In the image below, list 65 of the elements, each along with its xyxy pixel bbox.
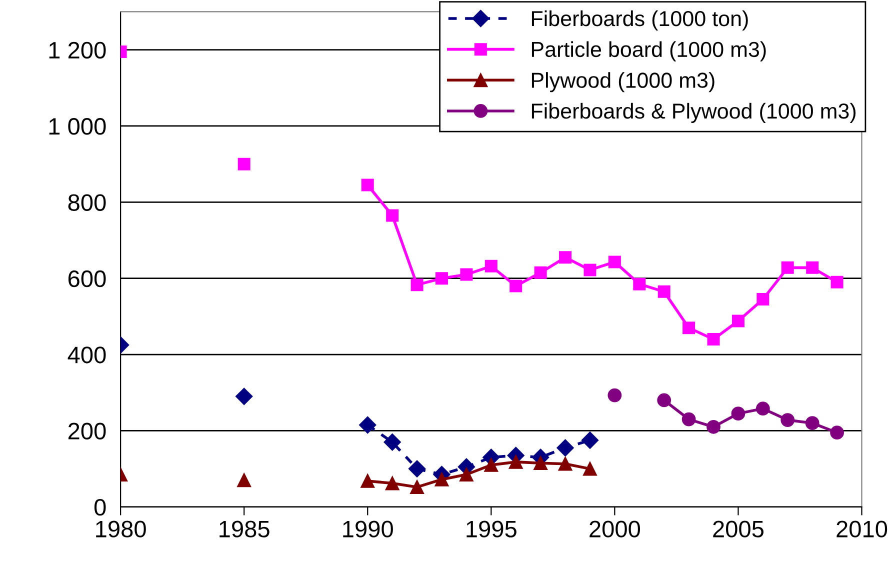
point bbox=[558, 456, 572, 471]
point bbox=[805, 416, 820, 430]
point bbox=[410, 480, 424, 494]
point bbox=[384, 434, 401, 451]
x-tick-label: 2005 bbox=[713, 520, 764, 538]
y-tick-label: 1 000 bbox=[49, 118, 106, 135]
point bbox=[410, 278, 424, 292]
point bbox=[806, 261, 819, 274]
legend-label: Fiberboards (1000 ton) bbox=[532, 10, 748, 30]
point bbox=[484, 260, 498, 272]
point bbox=[460, 468, 474, 482]
y-tick-label: 600 bbox=[68, 270, 106, 288]
point bbox=[756, 402, 770, 416]
point bbox=[238, 158, 250, 170]
point bbox=[484, 458, 498, 472]
point bbox=[731, 406, 746, 421]
point bbox=[361, 178, 374, 192]
point bbox=[359, 416, 376, 434]
point bbox=[237, 473, 252, 488]
point bbox=[556, 439, 574, 456]
point bbox=[732, 314, 744, 328]
y-tick-label: 400 bbox=[68, 346, 106, 364]
point bbox=[559, 251, 572, 264]
point bbox=[706, 420, 720, 434]
point bbox=[781, 261, 794, 274]
point bbox=[583, 462, 597, 476]
point bbox=[534, 266, 547, 279]
y-tick-label: 800 bbox=[68, 194, 106, 211]
point bbox=[360, 474, 375, 488]
x-tick-label: 1995 bbox=[466, 520, 516, 538]
point bbox=[657, 393, 672, 408]
point bbox=[707, 333, 720, 346]
point bbox=[830, 426, 844, 440]
point bbox=[658, 285, 670, 298]
point bbox=[608, 388, 622, 402]
x-tick-label: 1985 bbox=[220, 520, 270, 538]
point bbox=[584, 264, 596, 276]
point bbox=[386, 209, 399, 222]
point bbox=[830, 276, 844, 288]
point bbox=[682, 412, 696, 426]
point bbox=[780, 413, 795, 427]
point bbox=[633, 278, 646, 290]
point bbox=[608, 256, 621, 268]
point bbox=[581, 432, 599, 449]
point bbox=[236, 388, 253, 405]
y-tick-label: 0 bbox=[94, 498, 106, 516]
point bbox=[510, 280, 522, 292]
point bbox=[508, 455, 523, 469]
legend-label: Plywood (1000 m3) bbox=[532, 72, 714, 92]
point bbox=[460, 268, 473, 281]
x-tick-label: 2010 bbox=[836, 520, 888, 538]
legend-label: Particle board (1000 m3) bbox=[532, 41, 766, 62]
legend-label: Fiberboards & Plywood (1000 m3) bbox=[532, 102, 856, 123]
point bbox=[434, 472, 449, 486]
x-tick-label: 1980 bbox=[96, 520, 146, 538]
point bbox=[435, 272, 448, 285]
point bbox=[408, 460, 426, 478]
x-tick-label: 2000 bbox=[590, 520, 640, 538]
y-tick-label: 1 200 bbox=[49, 42, 106, 59]
point bbox=[385, 476, 400, 490]
y-tick-label: 200 bbox=[68, 422, 106, 440]
point bbox=[534, 456, 548, 470]
point bbox=[756, 293, 770, 306]
point bbox=[682, 322, 696, 334]
x-tick-label: 1990 bbox=[343, 520, 393, 538]
